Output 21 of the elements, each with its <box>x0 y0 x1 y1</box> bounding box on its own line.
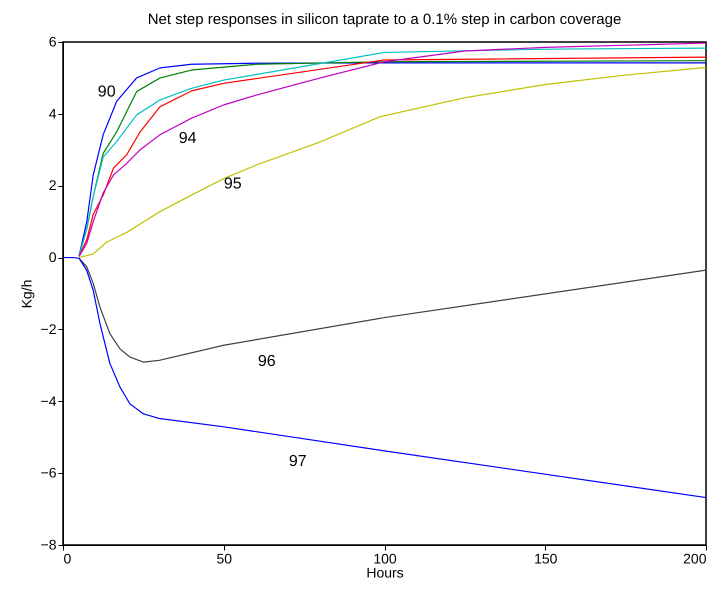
chart-title: Net step responses in silicon taprate to a 0.1% step in carbon coverage <box>148 11 622 28</box>
x-axis-title: Hours <box>366 564 404 580</box>
y-tick-label: 2 <box>48 177 57 194</box>
y-axis-title: Kg/h <box>18 280 35 308</box>
y-tick-label: −2 <box>40 320 57 337</box>
y-tick-label: 4 <box>48 105 57 122</box>
series-label: 90 <box>98 83 116 100</box>
y-tick-label: −4 <box>40 392 57 409</box>
series-label: 95 <box>224 176 242 193</box>
x-tick-label: 0 <box>64 550 72 566</box>
y-tick-label: −8 <box>40 536 57 552</box>
series-label: 94 <box>178 130 197 148</box>
series-label: 96 <box>258 353 276 370</box>
x-tick-label: 100 <box>373 550 397 566</box>
x-tick-label: 150 <box>534 550 558 566</box>
y-tick-label: 0 <box>48 249 57 266</box>
y-tick-label: 6 <box>48 34 57 50</box>
y-tick-label: −6 <box>40 464 57 481</box>
series-label: 97 <box>288 452 307 470</box>
x-tick-label: 200 <box>683 550 707 566</box>
x-tick-label: 50 <box>216 550 232 566</box>
